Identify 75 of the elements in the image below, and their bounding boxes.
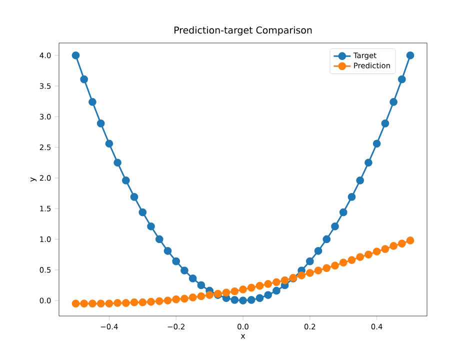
- point: [105, 140, 114, 148]
- point: [406, 51, 414, 60]
- point: [314, 246, 322, 255]
- point: [256, 294, 264, 302]
- point: [322, 235, 331, 244]
- point: [88, 98, 96, 106]
- point: [122, 299, 130, 307]
- point: [206, 291, 214, 299]
- point: [331, 222, 339, 230]
- point: [356, 253, 364, 261]
- point: [364, 158, 372, 167]
- point: [164, 246, 172, 255]
- point: [322, 264, 331, 272]
- point: [130, 193, 138, 201]
- point: [155, 235, 164, 244]
- point: [72, 300, 80, 308]
- point: [122, 176, 130, 184]
- point: [339, 258, 348, 266]
- point: [222, 288, 230, 296]
- point: [356, 176, 364, 184]
- point: [348, 193, 356, 201]
- point: [188, 274, 197, 282]
- point: [256, 282, 264, 290]
- point: [188, 294, 197, 302]
- point: [164, 296, 172, 304]
- point: [372, 248, 381, 256]
- point: [331, 262, 339, 270]
- point: [372, 140, 381, 148]
- chart-title: Prediction-target Comparison: [174, 26, 312, 36]
- point: [239, 296, 247, 304]
- point: [138, 298, 147, 306]
- point: [114, 158, 122, 167]
- point: [398, 75, 406, 84]
- point: [96, 119, 105, 128]
- point: [147, 222, 155, 230]
- point: [180, 294, 188, 303]
- point: [105, 300, 114, 308]
- point: [298, 271, 306, 280]
- point: [398, 240, 406, 248]
- point: [306, 257, 314, 266]
- point: [272, 278, 280, 286]
- point: [306, 269, 314, 277]
- point: [72, 51, 80, 60]
- point: [264, 291, 272, 299]
- point: [314, 266, 322, 274]
- point: [96, 300, 105, 308]
- point: [130, 298, 138, 306]
- point: [348, 256, 356, 264]
- point: [406, 236, 414, 244]
- point: [114, 299, 122, 307]
- point: [172, 257, 180, 266]
- point: [80, 75, 88, 84]
- point: [247, 284, 256, 292]
- point: [272, 286, 280, 295]
- point: [247, 296, 256, 304]
- point: [80, 300, 88, 308]
- point: [147, 298, 155, 306]
- point: [381, 119, 390, 128]
- point: [88, 300, 96, 308]
- point: [390, 98, 398, 106]
- point: [381, 245, 390, 253]
- point: [197, 281, 206, 290]
- point: [280, 276, 289, 284]
- point: [197, 292, 206, 300]
- point: [180, 266, 188, 274]
- point: [230, 296, 239, 304]
- point: [138, 208, 147, 216]
- point: [264, 280, 272, 288]
- point: [239, 286, 247, 294]
- point: [390, 242, 398, 250]
- point: [155, 297, 164, 306]
- point: [172, 295, 180, 304]
- point: [230, 287, 239, 296]
- point: [339, 208, 348, 216]
- point: [364, 250, 372, 259]
